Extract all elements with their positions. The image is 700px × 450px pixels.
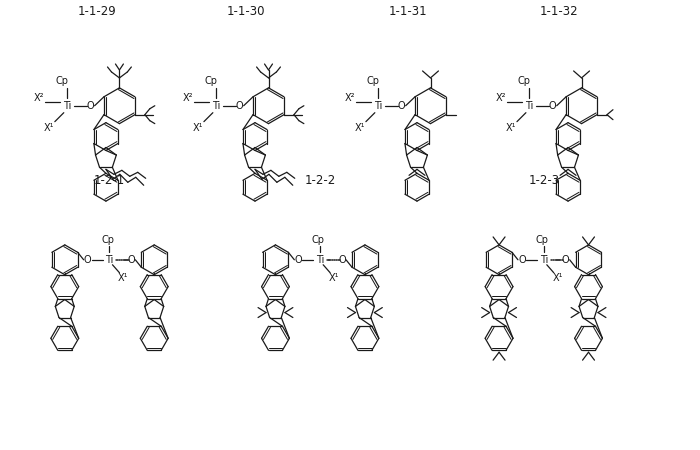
Text: Cp: Cp bbox=[366, 76, 379, 86]
Text: O: O bbox=[236, 101, 244, 111]
Text: O: O bbox=[84, 255, 92, 265]
Text: O: O bbox=[127, 255, 135, 265]
Text: O: O bbox=[338, 255, 346, 265]
Text: 1-2-2: 1-2-2 bbox=[304, 174, 336, 187]
Text: O: O bbox=[549, 101, 557, 111]
Text: X¹: X¹ bbox=[193, 122, 203, 133]
Text: X¹: X¹ bbox=[118, 273, 129, 283]
Text: X²: X² bbox=[496, 93, 506, 103]
Text: X²: X² bbox=[34, 93, 44, 103]
Text: Ti: Ti bbox=[540, 255, 548, 265]
Text: O: O bbox=[518, 255, 526, 265]
Text: Cp: Cp bbox=[536, 235, 548, 245]
Text: Ti: Ti bbox=[316, 255, 324, 265]
Text: Cp: Cp bbox=[55, 76, 69, 86]
Text: X¹: X¹ bbox=[355, 122, 365, 133]
Text: Ti: Ti bbox=[525, 101, 533, 111]
Text: X¹: X¹ bbox=[43, 122, 54, 133]
Text: Ti: Ti bbox=[62, 101, 71, 111]
Text: 1-2-1: 1-2-1 bbox=[94, 174, 125, 187]
Text: 1-1-31: 1-1-31 bbox=[389, 5, 427, 18]
Text: 1-1-32: 1-1-32 bbox=[540, 5, 578, 18]
Text: X¹: X¹ bbox=[329, 273, 340, 283]
Text: Cp: Cp bbox=[517, 76, 531, 86]
Text: O: O bbox=[562, 255, 570, 265]
Text: O: O bbox=[87, 101, 94, 111]
Text: Ti: Ti bbox=[105, 255, 113, 265]
Text: 1-2-3: 1-2-3 bbox=[528, 174, 559, 187]
Text: X¹: X¹ bbox=[505, 122, 517, 133]
Text: X²: X² bbox=[183, 93, 193, 103]
Text: Cp: Cp bbox=[312, 235, 325, 245]
Text: Ti: Ti bbox=[374, 101, 382, 111]
Text: Ti: Ti bbox=[211, 101, 220, 111]
Text: O: O bbox=[398, 101, 405, 111]
Text: X¹: X¹ bbox=[552, 273, 563, 283]
Text: Cp: Cp bbox=[204, 76, 218, 86]
Text: 1-1-30: 1-1-30 bbox=[226, 5, 265, 18]
Text: 1-1-29: 1-1-29 bbox=[77, 5, 116, 18]
Text: O: O bbox=[295, 255, 302, 265]
Text: Cp: Cp bbox=[101, 235, 114, 245]
Text: X²: X² bbox=[344, 93, 355, 103]
